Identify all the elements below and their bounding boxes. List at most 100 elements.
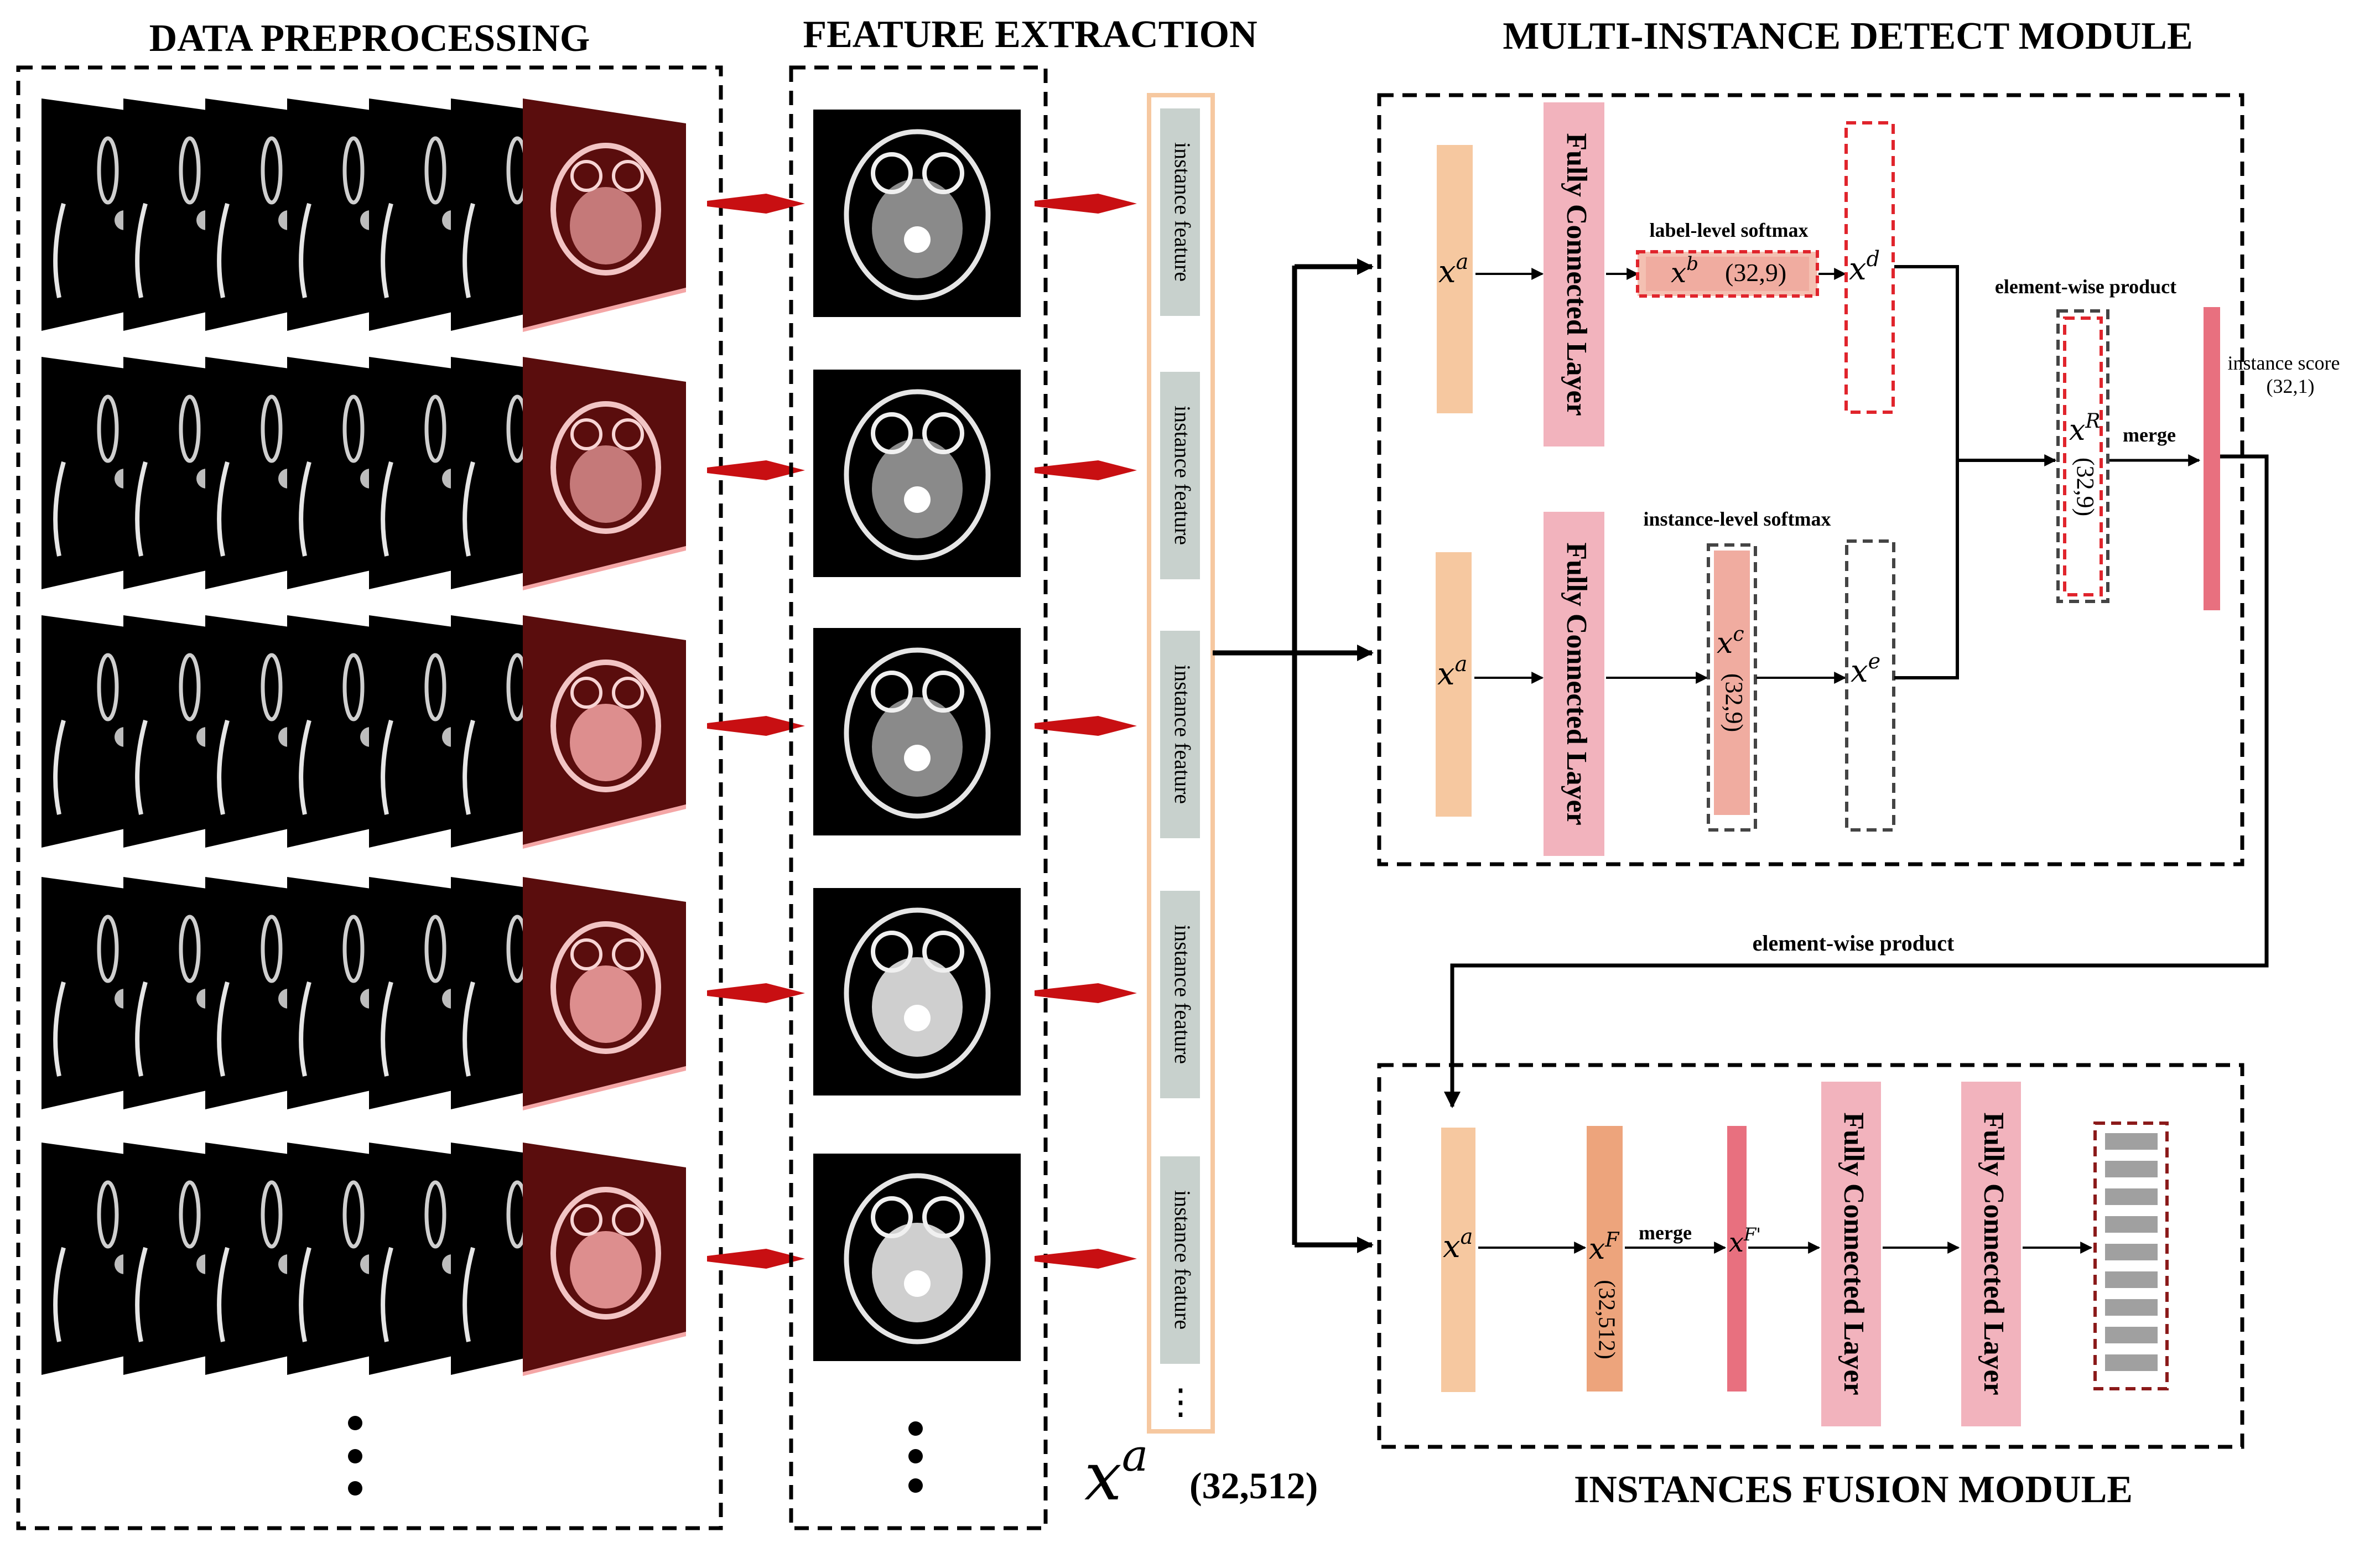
fc-layer-top-label: Fully Connected Layer [1561,133,1592,416]
red-arrow [707,716,805,736]
slice-stack [41,615,686,849]
red-arrow [1035,460,1137,480]
detect-xa-bottom-label: xa [1437,652,1467,692]
label-softmax-label: label-level softmax [1650,219,1809,241]
highlighted-slice [523,357,686,590]
fusion-fc2-label: Fully Connected Layer [1978,1112,2009,1395]
feature-image [813,628,1021,835]
feature-image [813,888,1021,1095]
slice-stack [41,357,686,590]
output-cell [2105,1161,2158,1177]
fusion-module-panel [1377,1063,2244,1449]
column-to-modules-lines [1213,258,1374,1253]
feature-to-instance-arrows [1035,194,1137,1269]
merge-label-detect: merge [2123,424,2176,446]
instance-feature-label: instance feature [1170,664,1195,804]
fusion-fc1-label: Fully Connected Layer [1838,1112,1869,1395]
instance-softmax-label: instance-level softmax [1644,508,1831,530]
output-vector-cells [2105,1133,2158,1371]
xr-label: xR [2069,410,2100,447]
slice-stack [41,1143,686,1376]
feature-extraction-ellipsis [908,1421,923,1493]
fusion-xa [1441,1128,1475,1392]
instance-feature-item: instance feature [1160,372,1200,579]
output-cell [2105,1271,2158,1288]
ewp-link-label: element-wise product [1753,931,1955,956]
xc-box [1707,543,1757,832]
fusion-xf [1587,1126,1623,1392]
xb-inner [1646,257,1809,291]
fusion-xfp-label: xF' [1729,1224,1761,1258]
instance-feature-item: instance feature [1160,1156,1200,1364]
feature-extraction-panel [789,65,1048,1530]
xa-caption-shape: (32,512) [1189,1465,1318,1507]
output-cell [2105,1299,2158,1316]
title-detect-module: MULTI-INSTANCE DETECT MODULE [1503,15,2192,58]
fusion-xf-label: xF [1589,1229,1620,1266]
ct-slice-stacks [41,98,686,1376]
instance-feature-label: instance feature [1170,406,1195,545]
detect-xa-bottom [1436,552,1472,817]
instance-feature-items: instance feature instance feature instance… [1160,108,1200,1364]
xd-box [1844,121,1895,414]
fusion-xfp [1727,1126,1747,1392]
highlighted-slice [523,98,686,332]
highlighted-slice [523,877,686,1110]
fusion-fc2 [1961,1082,2021,1426]
xe-label: xe [1851,649,1880,689]
xd-label: xd [1849,247,1880,287]
instance-feature-item: instance feature [1160,631,1200,838]
instance-score-shape: (32,1) [2267,375,2315,397]
output-cell [2105,1327,2158,1343]
fc-layer-top [1544,102,1604,446]
xb-shape: (32,9) [1725,258,1786,287]
preprocess-to-feature-arrows [707,194,805,1269]
red-arrow [707,1249,805,1269]
red-arrow [1035,194,1137,214]
highlighted-slice [523,1143,686,1376]
red-arrow [707,460,805,480]
slice-stack [41,877,686,1110]
merge-label-fusion: merge [1639,1222,1692,1244]
preprocessing-panel [16,65,723,1530]
output-cell [2105,1188,2158,1205]
xb-label: xb [1671,253,1698,289]
xa-caption: xa [1084,1430,1148,1515]
instance-feature-item: instance feature [1160,108,1200,316]
instance-feature-item: instance feature [1160,891,1200,1098]
fc-layer-bottom [1544,512,1604,856]
instance-feature-label: instance feature [1170,1190,1195,1330]
feature-image [813,110,1021,317]
xc-label: xc [1717,623,1744,660]
fc-layer-bottom-label: Fully Connected Layer [1561,542,1592,825]
title-data-preprocessing: DATA PREPROCESSING [149,17,590,60]
instance-feature-label: instance feature [1170,142,1195,282]
xr-outer-box [2056,309,2109,603]
xe-box [1845,539,1895,832]
red-arrow [1035,1249,1137,1269]
xc-inner [1714,551,1750,815]
red-arrow [707,194,805,214]
red-arrow [1035,983,1137,1003]
ewp-label-top: element-wise product [1995,276,2176,298]
fusion-xa-label: xa [1443,1224,1473,1265]
feature-images [813,110,1021,1361]
score-to-fusion-line [1444,454,2269,1108]
output-cell [2105,1133,2158,1150]
red-arrow [707,983,805,1003]
fusion-fc1 [1821,1082,1881,1426]
feature-image [813,370,1021,577]
output-cell [2105,1216,2158,1233]
red-arrow [1035,716,1137,736]
xr-shape: (32,9) [2072,458,2099,516]
title-fusion-module: INSTANCES FUSION MODULE [1574,1468,2133,1511]
merge-lines [1894,265,2057,679]
slice-stack [41,98,686,332]
preprocessing-ellipsis [348,1416,362,1496]
instance-feature-column [1147,93,1215,1434]
xc-shape: (32,9) [1721,673,1748,732]
xr-inner-box [2063,316,2103,596]
instance-score-label: instance score [2228,352,2340,374]
output-cell [2105,1244,2158,1260]
